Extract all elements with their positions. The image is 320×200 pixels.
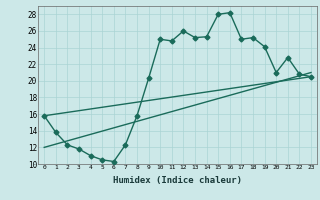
X-axis label: Humidex (Indice chaleur): Humidex (Indice chaleur) — [113, 176, 242, 185]
